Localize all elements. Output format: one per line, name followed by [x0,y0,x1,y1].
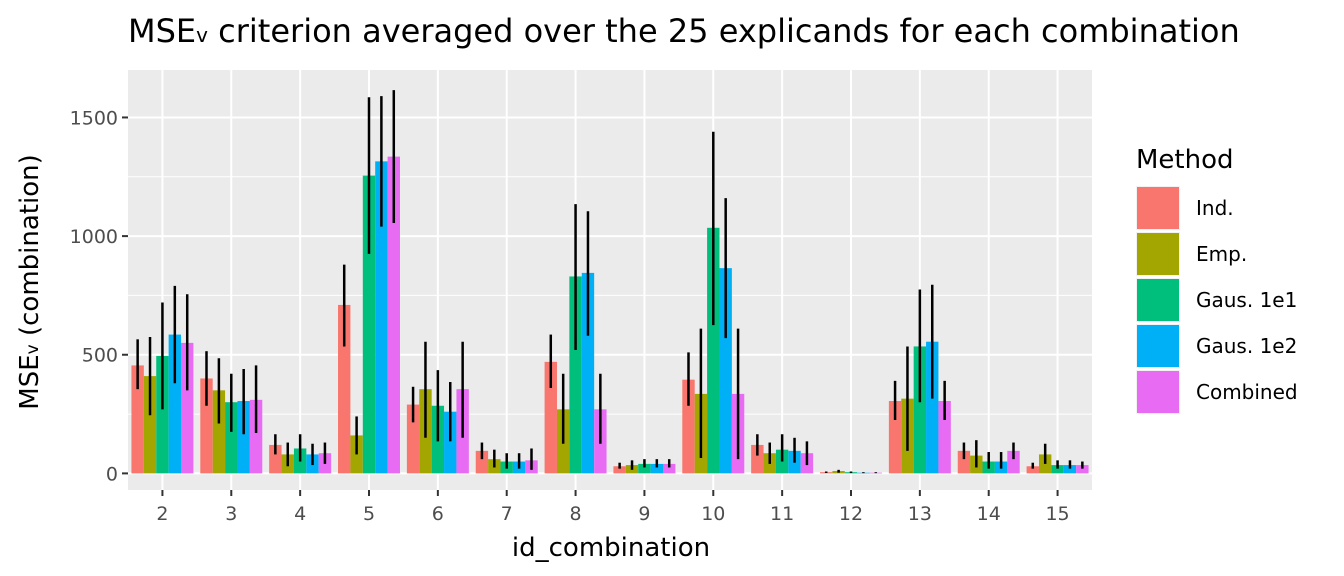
bars [131,156,1089,474]
bar [168,334,182,474]
bar [269,444,282,474]
bar [225,402,238,474]
bar [682,379,695,474]
y-tick-label: 1000 [70,226,118,248]
legend-label: Gaus. 1e2 [1196,334,1297,358]
error-bars [136,90,1084,474]
bar [751,444,764,474]
x-tick-label: 15 [1045,503,1069,525]
bar [1076,465,1089,474]
bar [650,463,664,474]
bar [926,341,939,474]
bar [569,276,582,474]
x-tick-label: 8 [570,503,582,525]
bar [1051,465,1064,474]
legend-label: Gaus. 1e1 [1196,288,1297,312]
x-tick-label: 7 [501,503,513,525]
x-axis-title: id_combination [512,533,710,563]
bar [1063,465,1077,474]
bar [913,346,927,474]
bar [375,161,388,474]
x-tick-label: 11 [770,503,794,525]
x-tick-label: 5 [363,503,375,525]
y-tick-label: 1500 [70,107,118,129]
bar [156,355,169,474]
legend-swatch [1137,233,1179,275]
x-tick-label: 3 [225,503,237,525]
y-axis-title: MSEv (combination) [15,154,45,409]
x-tick-label: 12 [839,503,863,525]
y-axis-ticks: 0 500 1000 1500 [70,107,128,485]
bar [719,268,732,474]
bar [181,342,194,474]
bar [362,175,376,474]
legend-title: Method [1136,145,1234,175]
legend-swatch [1137,187,1179,229]
legend: Method Ind. Emp. Gaus. 1e1 Gaus. 1e2 Combine… [1136,145,1298,414]
bar [237,401,250,474]
x-tick-label: 14 [977,503,1001,525]
bar [663,463,676,474]
bar [249,399,263,474]
x-tick-label: 13 [908,503,932,525]
bar [1007,450,1020,474]
bar [544,361,557,474]
bar [581,272,595,474]
bar [613,466,626,474]
x-tick-label: 10 [701,503,725,525]
legend-swatch [1137,279,1179,321]
x-axis-ticks: 2 3 4 5 6 7 8 9 10 11 12 13 14 15 [156,490,1070,525]
y-tick-label: 500 [82,345,118,367]
bar [200,378,213,474]
bar [888,401,902,474]
bar [338,304,351,474]
x-tick-label: 9 [638,503,650,525]
bar [938,401,951,474]
legend-swatch [1137,371,1179,413]
x-tick-label: 2 [156,503,168,525]
legend-swatch [1137,325,1179,367]
y-tick-label: 0 [106,463,118,485]
legend-label: Emp. [1196,242,1247,266]
bar [143,376,157,474]
bar [387,156,400,474]
bar [1026,466,1039,474]
chart-title: MSEv criterion averaged over the 25 expl… [128,12,1240,50]
legend-items: Ind. Emp. Gaus. 1e1 Gaus. 1e2 Combined [1136,186,1298,414]
bar [212,390,226,474]
bar [638,463,651,474]
x-tick-label: 4 [294,503,306,525]
bar [1038,454,1052,474]
x-tick-label: 6 [432,503,444,525]
bar [131,365,144,474]
bar [444,411,457,474]
bar [957,450,971,474]
legend-label: Ind. [1196,196,1234,220]
legend-label: Combined [1196,380,1298,404]
bar [707,227,720,474]
bar [406,404,420,474]
bar [475,450,489,474]
